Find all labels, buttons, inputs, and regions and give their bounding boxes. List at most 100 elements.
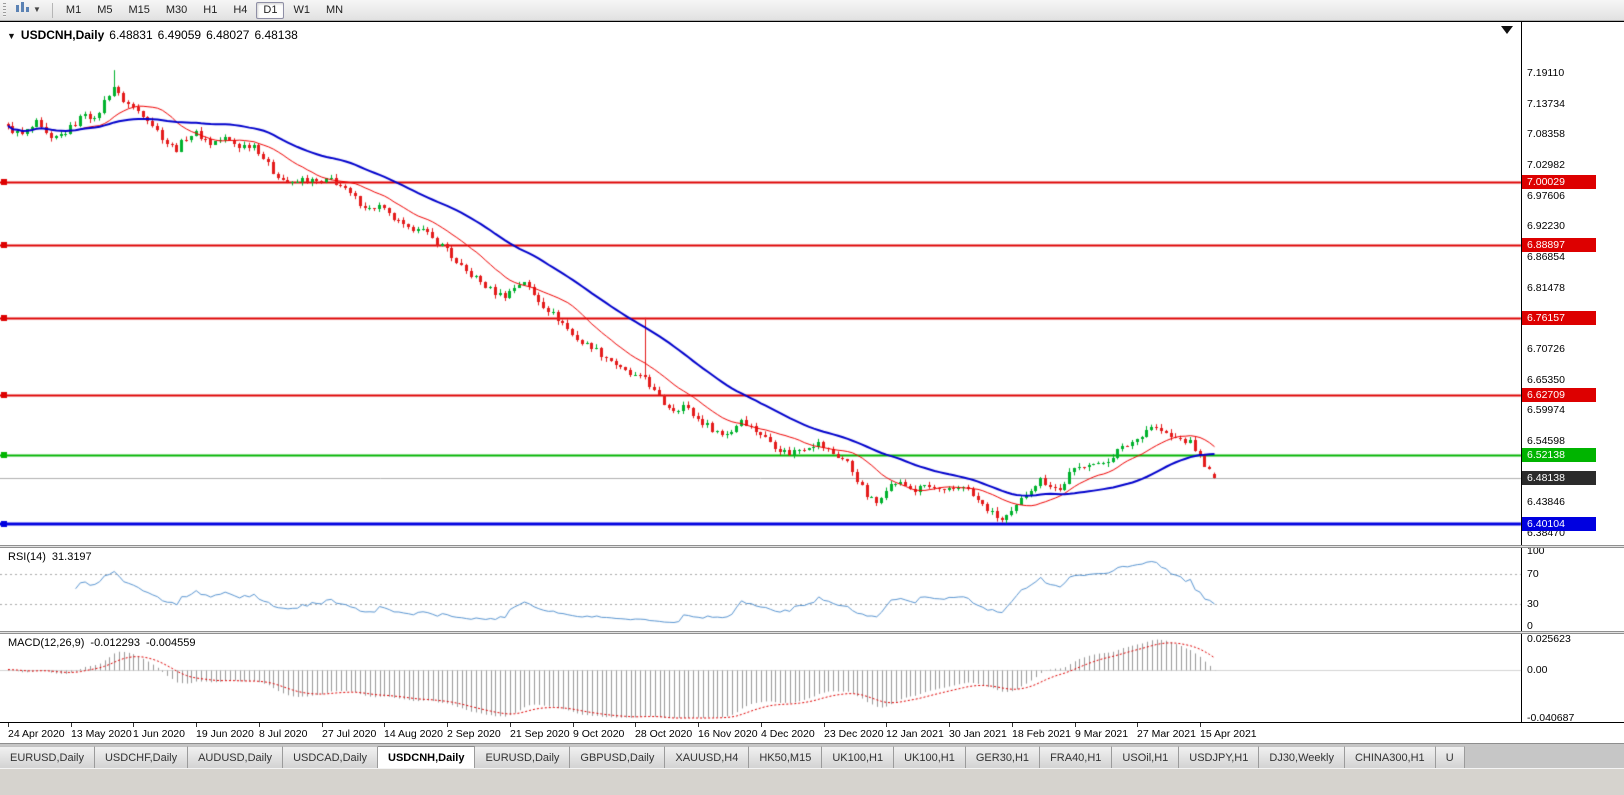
time-tick [71, 723, 72, 727]
symbol-name: USDCNH,Daily [20, 28, 105, 42]
price-tick-label: 6.86854 [1527, 251, 1565, 263]
time-tick-label: 19 Jun 2020 [196, 728, 254, 740]
time-tick-label: 9 Mar 2021 [1075, 728, 1129, 740]
price-level-tag: 6.62709 [1522, 387, 1596, 402]
chart-tab-eurusd-daily[interactable]: EURUSD,Daily [475, 746, 571, 768]
pane-splitter-macd[interactable] [0, 631, 1624, 634]
timeframe-buttons: M1 M5 M15 M30 H1 H4 D1 W1 MN [58, 1, 351, 19]
rsi-scale-label: 70 [1527, 567, 1539, 580]
time-tick [1012, 723, 1013, 727]
time-tick [1137, 723, 1138, 727]
chart-tab-uk100-h1[interactable]: UK100,H1 [822, 746, 895, 768]
time-tick-label: 2 Sep 2020 [447, 728, 501, 740]
price-tick-label: 7.13734 [1527, 97, 1565, 110]
chart-tab-eurusd-daily[interactable]: EURUSD,Daily [0, 746, 95, 768]
timeframe-button-w1[interactable]: W1 [286, 2, 317, 19]
chart-tab-usdcad-daily[interactable]: USDCAD,Daily [283, 746, 379, 768]
time-tick [447, 723, 448, 727]
price-scale[interactable]: 7.19110 7.13734 7.08358 7.02982 6.97606 6.922… [1521, 21, 1624, 724]
time-tick [8, 723, 9, 727]
timeframe-button-h4[interactable]: H4 [226, 2, 254, 19]
chart-shift-marker-icon [1501, 26, 1513, 34]
price-tick-label: 7.08358 [1527, 128, 1565, 141]
time-tick-label: 8 Jul 2020 [259, 728, 308, 740]
chart-tab-ger30-h1[interactable]: GER30,H1 [965, 746, 1041, 768]
price-chart-canvas[interactable] [0, 21, 1624, 743]
time-tick-label: 12 Jan 2021 [886, 728, 944, 740]
chart-window: ▼ USDCNH,Daily 6.48831 6.49059 6.48027 6.4813… [0, 21, 1624, 743]
time-tick-label: 30 Jan 2021 [949, 728, 1007, 740]
time-tick-label: 13 May 2020 [71, 728, 132, 740]
chart-tab-uk100-h1[interactable]: UK100,H1 [894, 746, 966, 768]
time-tick [635, 723, 636, 727]
time-scale[interactable]: 24 Apr 2020 13 May 2020 1 Jun 2020 19 Jun 2… [0, 722, 1624, 743]
chart-tab-xauusd-h4[interactable]: XAUUSD,H4 [665, 746, 750, 768]
chart-tab-hk50-m15[interactable]: HK50,M15 [749, 746, 823, 768]
timeframe-button-h1[interactable]: H1 [196, 2, 224, 19]
chart-tab-gbpusd-daily[interactable]: GBPUSD,Daily [570, 746, 666, 768]
symbol-ohlc-line: ▼ USDCNH,Daily 6.48831 6.49059 6.48027 6.4813… [7, 28, 303, 42]
chart-tab-usoil-h1[interactable]: USOil,H1 [1112, 746, 1180, 768]
rsi-indicator-label: RSI(14) 31.3197 [8, 551, 98, 563]
chart-tab-usdjpy-h1[interactable]: USDJPY,H1 [1179, 746, 1260, 768]
chart-tab-fra40-h1[interactable]: FRA40,H1 [1040, 746, 1113, 768]
timeframe-button-m15[interactable]: M15 [121, 2, 156, 19]
price-tick-label: 6.70726 [1527, 343, 1565, 355]
time-tick-label: 14 Aug 2020 [384, 728, 443, 740]
rsi-scale-label: 0 [1527, 620, 1533, 632]
price-level-tag: 6.88897 [1522, 238, 1596, 253]
price-tick-label: 6.43846 [1527, 496, 1565, 509]
time-tick-label: 15 Apr 2021 [1200, 728, 1257, 740]
chevron-down-icon: ▼ [33, 5, 41, 14]
timeframe-button-m5[interactable]: M5 [90, 2, 119, 19]
macd-signal-value: -0.004559 [145, 637, 196, 649]
chart-tab-u[interactable]: U [1435, 746, 1465, 768]
status-bar [0, 768, 1624, 795]
pane-splitter-rsi[interactable] [0, 545, 1624, 548]
time-tick-label: 23 Dec 2020 [824, 728, 884, 740]
price-tick-label: 7.19110 [1527, 67, 1565, 79]
macd-indicator-label: MACD(12,26,9) -0.012293 -0.004559 [8, 637, 202, 649]
macd-name: MACD(12,26,9) [8, 637, 85, 649]
price-level-tag: 6.48138 [1522, 470, 1596, 485]
chart-tab-bar: EURUSD,Daily USDCHF,Daily AUDUSD,Daily USDC… [0, 743, 1624, 768]
rsi-scale-label: 100 [1527, 545, 1545, 557]
price-level-tag: 6.52138 [1522, 448, 1596, 463]
timeframe-button-m30[interactable]: M30 [159, 2, 194, 19]
chart-periods-icon [15, 1, 30, 19]
one-click-trading-icon[interactable]: ▼ [7, 31, 16, 41]
time-tick [1200, 723, 1201, 727]
chart-tab-audusd-daily[interactable]: AUDUSD,Daily [188, 746, 284, 768]
time-tick [322, 723, 323, 727]
chart-tab-usdcnh-daily[interactable]: USDCNH,Daily [378, 746, 476, 768]
price-level-tag: 6.76157 [1522, 311, 1596, 326]
time-tick [761, 723, 762, 727]
macd-scale-label: -0.040687 [1527, 712, 1575, 724]
chart-tab-usdchf-daily[interactable]: USDCHF,Daily [94, 746, 189, 768]
price-tick-label: 6.97606 [1527, 189, 1565, 202]
price-level-tag: 6.40104 [1522, 516, 1596, 531]
timeframe-button-d1[interactable]: D1 [256, 1, 285, 19]
chart-border [0, 21, 1624, 22]
time-tick-label: 18 Feb 2021 [1012, 728, 1071, 740]
price-tick-label: 6.81478 [1527, 281, 1565, 294]
time-tick-label: 24 Apr 2020 [8, 728, 65, 740]
time-tick [133, 723, 134, 727]
chart-tab-china300-h1[interactable]: CHINA300,H1 [1344, 746, 1436, 768]
timeframe-button-m1[interactable]: M1 [59, 2, 88, 19]
rsi-name: RSI(14) [8, 551, 46, 563]
chart-periods-button[interactable]: ▼ [11, 0, 45, 20]
rsi-value: 31.3197 [51, 551, 92, 563]
ohlc-low: 6.48027 [206, 28, 250, 42]
time-tick [573, 723, 574, 727]
toolbar-separator [51, 2, 53, 18]
time-tick [510, 723, 511, 727]
toolbar-grip[interactable] [3, 3, 6, 17]
chart-tab-dj30-weekly[interactable]: DJ30,Weekly [1259, 746, 1345, 768]
time-tick-label: 27 Mar 2021 [1137, 728, 1196, 740]
time-tick-label: 21 Sep 2020 [510, 728, 570, 740]
timeframe-button-mn[interactable]: MN [319, 2, 350, 19]
price-level-tag: 7.00029 [1522, 174, 1596, 189]
rsi-scale-label: 30 [1527, 597, 1539, 610]
time-tick [1075, 723, 1076, 727]
